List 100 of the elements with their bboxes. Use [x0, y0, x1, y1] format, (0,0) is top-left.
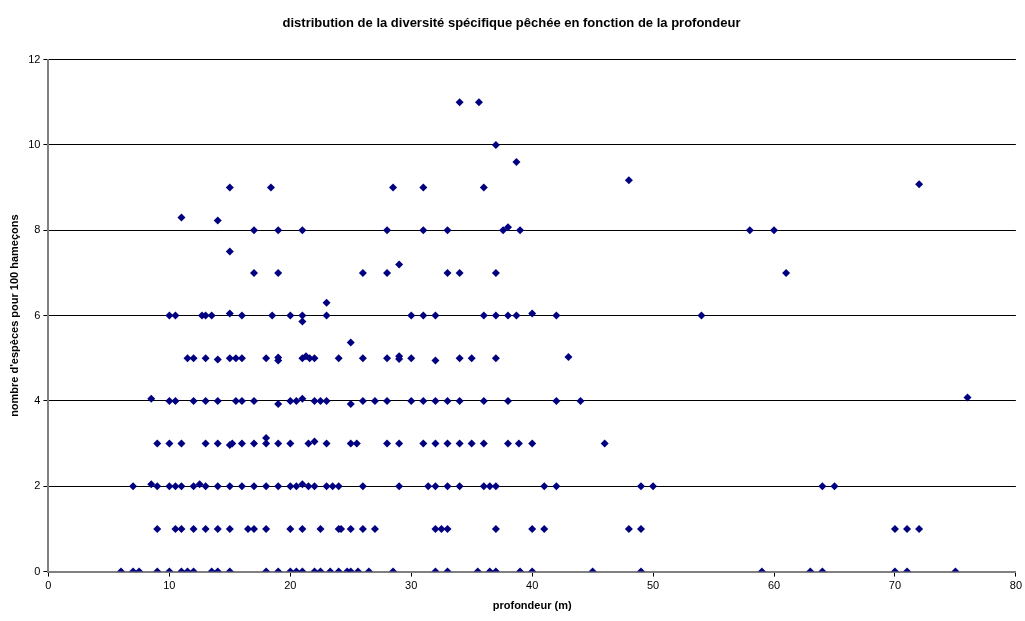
point [455, 439, 464, 448]
point [177, 524, 186, 533]
point [358, 268, 367, 277]
point [443, 396, 452, 405]
point [189, 524, 198, 533]
point [153, 439, 162, 448]
point [443, 439, 452, 448]
point [407, 354, 416, 363]
point [250, 524, 259, 533]
point [286, 482, 295, 491]
point [189, 396, 198, 405]
point [407, 396, 416, 405]
x-tick-label: 30 [405, 579, 418, 592]
point [915, 180, 924, 189]
point [491, 354, 500, 363]
point [237, 311, 246, 320]
point [250, 396, 259, 405]
point [491, 311, 500, 320]
y-tick-label: 12 [28, 52, 41, 65]
point [201, 524, 210, 533]
point [147, 480, 156, 489]
point [266, 183, 275, 192]
point [383, 396, 392, 405]
point [443, 482, 452, 491]
point [352, 439, 361, 448]
point [540, 482, 549, 491]
point [231, 396, 240, 405]
point [503, 396, 512, 405]
point [915, 524, 924, 533]
point [491, 268, 500, 277]
point [177, 482, 186, 491]
point [455, 396, 464, 405]
point [383, 226, 392, 235]
point [346, 524, 355, 533]
point [443, 268, 452, 277]
point [147, 394, 156, 403]
point [407, 311, 416, 320]
point [250, 482, 259, 491]
point [298, 480, 307, 489]
point [243, 524, 252, 533]
point [165, 396, 174, 405]
point [213, 396, 222, 405]
point [431, 311, 440, 320]
point [268, 311, 277, 320]
point [637, 482, 645, 491]
point [231, 354, 240, 363]
point [419, 396, 428, 405]
point [383, 354, 392, 363]
point [431, 396, 440, 405]
point [153, 524, 162, 533]
point [316, 396, 325, 405]
point [637, 524, 645, 533]
point [310, 396, 319, 405]
point [171, 524, 180, 533]
point [189, 354, 198, 363]
point [298, 317, 307, 326]
point [564, 352, 573, 361]
point [389, 183, 398, 192]
point [503, 311, 512, 320]
point [503, 439, 512, 448]
chart-title: distribution de la diversité spécifique pêchée en fonction de la profondeur [282, 15, 741, 31]
point [516, 226, 525, 235]
point [479, 183, 488, 192]
point [237, 439, 246, 448]
point [383, 439, 392, 448]
point [201, 439, 210, 448]
point [491, 482, 500, 491]
point [250, 226, 259, 235]
point [419, 183, 428, 192]
point [624, 524, 633, 533]
x-tick-label: 60 [767, 579, 781, 592]
point [322, 439, 331, 448]
point [262, 524, 271, 533]
point [552, 482, 561, 491]
point [165, 311, 174, 320]
point [298, 354, 307, 363]
point [491, 140, 500, 149]
point [183, 354, 192, 363]
x-axis-title: profondeur (m) [492, 599, 572, 612]
point [334, 354, 343, 363]
point [474, 98, 483, 107]
point [600, 439, 609, 448]
point [395, 439, 404, 448]
point [298, 394, 307, 403]
point [424, 482, 433, 491]
point [250, 268, 259, 277]
point [304, 439, 313, 448]
point [431, 439, 440, 448]
point [431, 356, 440, 365]
point [237, 482, 246, 491]
point [540, 524, 549, 533]
point [310, 482, 319, 491]
point [443, 524, 452, 533]
point [528, 439, 537, 448]
point [322, 482, 331, 491]
point [395, 482, 404, 491]
point [358, 354, 367, 363]
point [274, 268, 283, 277]
point [395, 260, 404, 269]
point [225, 247, 234, 256]
